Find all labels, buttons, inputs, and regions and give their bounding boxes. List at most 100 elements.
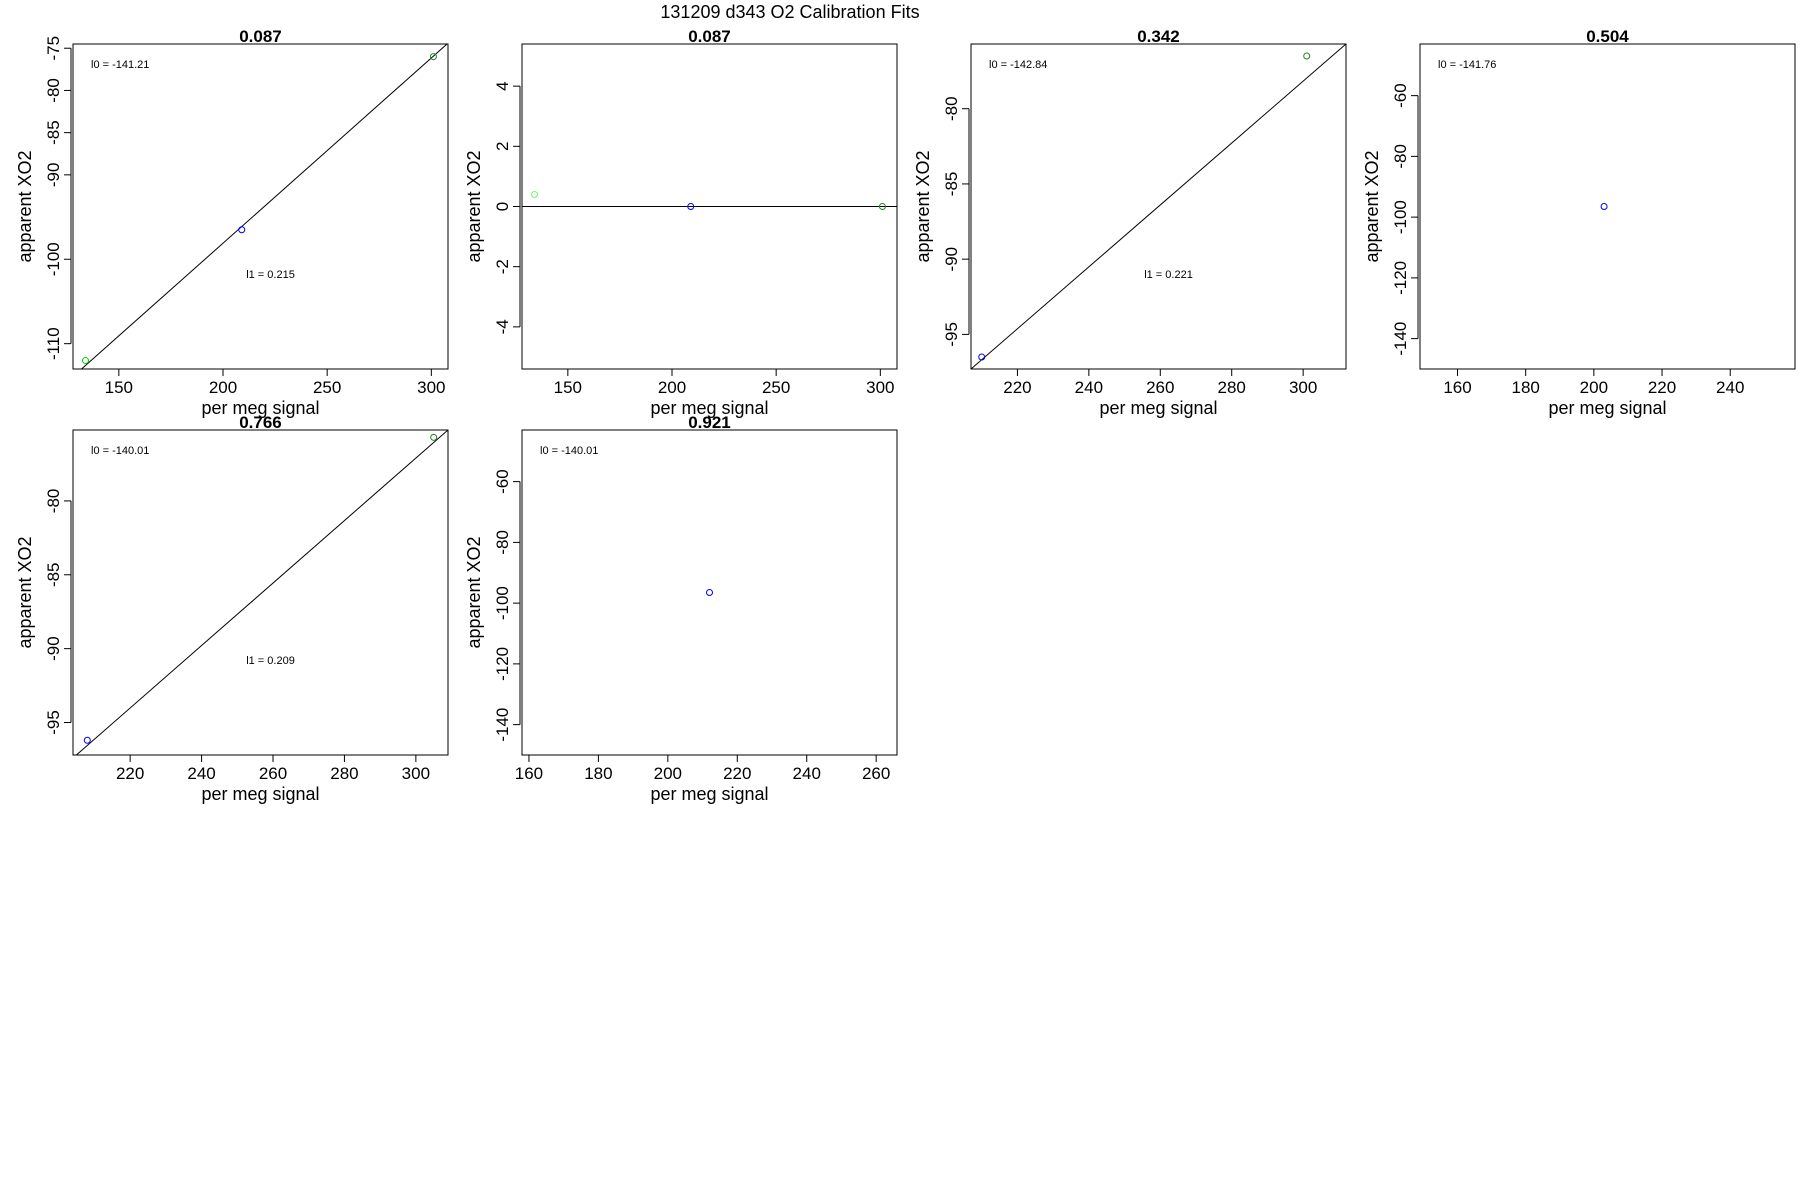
panel-title: 0.766: [239, 413, 282, 432]
x-tick-label: 260: [862, 764, 890, 783]
y-tick-label: -120: [1391, 261, 1410, 295]
chart-panel-6: 0.921 160 180 200 220 240 260 per meg signal -14…: [464, 413, 898, 804]
y-tick-label: -60: [493, 469, 512, 494]
panel-title: 0.921: [688, 413, 731, 432]
y-tick-label: -140: [1391, 322, 1410, 356]
x-axis-label: per meg signal: [1548, 398, 1666, 418]
y-tick-label: -100: [1391, 200, 1410, 234]
y-tick-label: -80: [1391, 144, 1410, 169]
x-tick-label: 220: [723, 764, 751, 783]
y-axis-label: apparent XO2: [1362, 150, 1382, 262]
x-tick-label: 240: [793, 764, 821, 783]
y-tick-label: -75: [44, 36, 63, 61]
panel-title: 0.504: [1586, 27, 1629, 46]
annotation-label: l0 = -141.76: [1438, 59, 1496, 71]
x-tick-label: 180: [584, 764, 612, 783]
annotation-label: l0 = -140.01: [91, 445, 149, 457]
data-point: [1600, 203, 1608, 210]
x-tick-label: 240: [1716, 378, 1744, 397]
x-tick-label: 220: [1003, 378, 1031, 397]
x-tick-label: 200: [654, 764, 682, 783]
y-tick-label: -60: [1391, 83, 1410, 108]
y-tick-label: -80: [942, 96, 961, 121]
data-point: [82, 357, 89, 365]
x-tick-label: 300: [402, 764, 430, 783]
x-tick-label: 220: [116, 764, 144, 783]
x-axis-label: per meg signal: [201, 784, 319, 804]
x-tick-label: 150: [554, 378, 582, 397]
page-title: 131209 d343 O2 Calibration Fits: [660, 2, 919, 22]
chart-panel-1: 0.087 150 200 250 300 per meg signal -110 -100 -…: [15, 27, 449, 418]
data-point: [978, 353, 986, 361]
y-tick-label: -85: [44, 562, 63, 587]
data-point: [878, 203, 886, 210]
y-tick-label: -100: [44, 242, 63, 276]
x-tick-label: 200: [1580, 378, 1608, 397]
annotation-label: l1 = 0.215: [246, 269, 295, 281]
data-point: [429, 53, 437, 61]
y-tick-label: -85: [44, 120, 63, 145]
chart-panel-4: 0.504 160 180 200 220 240 per meg signal -140 -1…: [1362, 27, 1796, 418]
x-axis-label: per meg signal: [650, 784, 768, 804]
annotation-label: l0 = -141.21: [91, 59, 149, 71]
y-tick-label: -90: [44, 636, 63, 661]
x-axis-label: per meg signal: [1099, 398, 1217, 418]
y-tick-label: -90: [942, 247, 961, 272]
x-tick-label: 150: [105, 378, 133, 397]
panel-title: 0.342: [1137, 27, 1180, 46]
chart-panel-3: 0.342 220 240 260 280 300 per meg signal -95 -90…: [913, 27, 1347, 418]
y-tick-label: -2: [493, 259, 512, 274]
annotation-label: l1 = 0.221: [1144, 269, 1193, 281]
y-tick-label: 4: [493, 81, 512, 90]
y-tick-label: -85: [942, 172, 961, 197]
y-tick-label: 2: [493, 142, 512, 151]
x-tick-label: 160: [1443, 378, 1471, 397]
x-tick-label: 200: [209, 378, 237, 397]
x-tick-label: 300: [417, 378, 445, 397]
y-tick-label: -90: [44, 163, 63, 188]
y-tick-label: -80: [44, 78, 63, 103]
y-tick-label: -80: [493, 530, 512, 555]
panel-title: 0.087: [239, 27, 282, 46]
data-point: [83, 736, 91, 744]
x-tick-label: 240: [1075, 378, 1103, 397]
data-point: [706, 589, 713, 596]
x-tick-label: 260: [259, 764, 287, 783]
data-point: [1303, 52, 1311, 60]
plot-frame: [521, 429, 898, 756]
y-tick-label: -80: [44, 489, 63, 514]
y-tick-label: -120: [493, 647, 512, 681]
x-tick-label: 280: [330, 764, 358, 783]
x-tick-label: 240: [187, 764, 215, 783]
x-tick-label: 280: [1218, 378, 1246, 397]
x-tick-label: 250: [762, 378, 790, 397]
chart-panel-2: 0.087 150 200 250 300 per meg signal -4 -2 0 2 4 ap…: [464, 27, 898, 418]
x-axis-label: per meg signal: [650, 398, 768, 418]
y-tick-label: -110: [44, 327, 63, 360]
y-axis-label: apparent XO2: [464, 536, 484, 648]
x-tick-label: 260: [1146, 378, 1174, 397]
chart-panel-5: 0.766 220 240 260 280 300 per meg signal -95 -90…: [15, 413, 449, 804]
y-axis-label: apparent XO2: [15, 536, 35, 648]
x-tick-label: 300: [866, 378, 894, 397]
fit-line: [80, 44, 448, 369]
x-tick-label: 300: [1289, 378, 1317, 397]
y-tick-label: -95: [44, 710, 63, 735]
data-point: [238, 226, 246, 234]
x-tick-label: 250: [313, 378, 341, 397]
fit-line: [75, 430, 448, 755]
x-tick-label: 180: [1511, 378, 1539, 397]
x-tick-label: 220: [1648, 378, 1676, 397]
annotation-label: l1 = 0.209: [246, 655, 295, 667]
y-axis-label: apparent XO2: [15, 150, 35, 262]
annotation-label: l0 = -142.84: [989, 59, 1047, 71]
y-tick-label: -140: [493, 708, 512, 742]
data-point: [430, 433, 438, 441]
data-point: [687, 203, 695, 210]
panels-group: 0.087 150 200 250 300 per meg signal -110 -100 -…: [15, 27, 1796, 804]
y-axis-label: apparent XO2: [913, 150, 933, 262]
y-tick-label: -95: [942, 322, 961, 347]
annotation-label: l0 = -140.01: [540, 445, 598, 457]
x-axis-label: per meg signal: [201, 398, 319, 418]
